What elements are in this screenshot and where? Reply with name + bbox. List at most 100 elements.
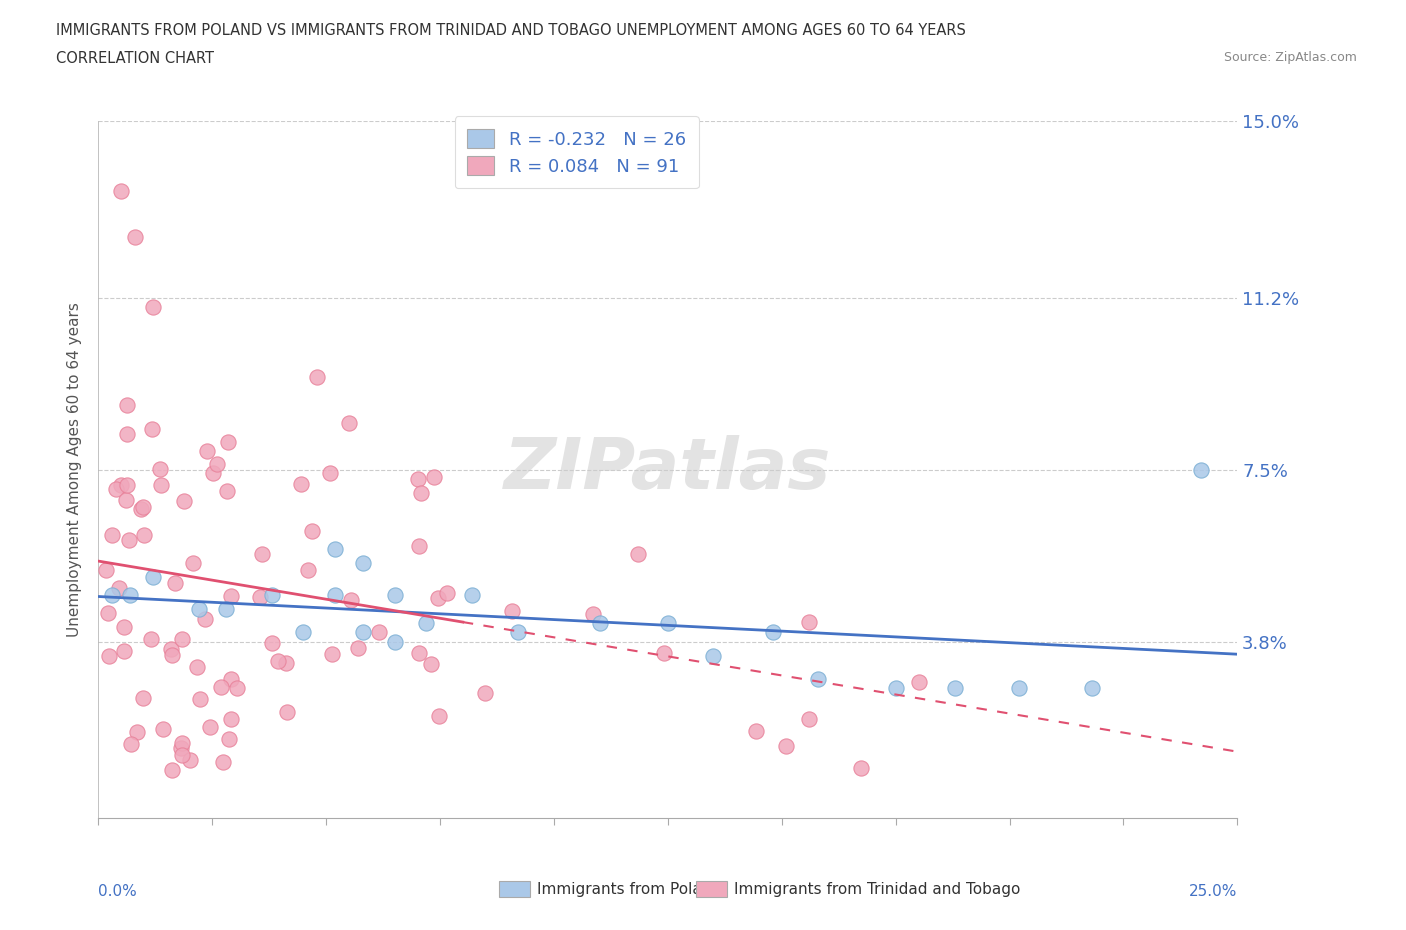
Y-axis label: Unemployment Among Ages 60 to 64 years: Unemployment Among Ages 60 to 64 years [67, 302, 83, 637]
Point [120, 737, 142, 751]
Point [943, 681, 966, 696]
Point [98, 649, 121, 664]
Point [170, 736, 193, 751]
Point [384, 634, 406, 649]
Point [908, 674, 931, 689]
Point [218, 732, 240, 747]
Point [127, 724, 149, 739]
Point [186, 660, 208, 675]
Point [652, 645, 675, 660]
Point [323, 541, 346, 556]
Point [340, 592, 363, 607]
Point [274, 656, 297, 671]
Point [762, 625, 785, 640]
Point [152, 722, 174, 737]
Text: Immigrants from Trinidad and Tobago: Immigrants from Trinidad and Tobago [734, 882, 1021, 897]
Point [162, 763, 184, 777]
Point [323, 588, 346, 603]
Point [219, 712, 242, 727]
Point [108, 580, 131, 595]
Point [290, 477, 312, 492]
Point [368, 625, 391, 640]
Text: Immigrants from Poland: Immigrants from Poland [537, 882, 721, 897]
Point [101, 588, 124, 603]
Point [183, 555, 205, 570]
Point [266, 654, 288, 669]
Point [775, 738, 797, 753]
Point [173, 493, 195, 508]
Point [100, 527, 122, 542]
Point [474, 685, 496, 700]
Point [212, 755, 235, 770]
Point [406, 472, 429, 486]
Point [198, 720, 221, 735]
Point [170, 748, 193, 763]
Point [627, 547, 650, 562]
Point [172, 631, 194, 646]
Text: IMMIGRANTS FROM POLAND VS IMMIGRANTS FROM TRINIDAD AND TOBAGO UNEMPLOYMENT AMONG: IMMIGRANTS FROM POLAND VS IMMIGRANTS FRO… [56, 23, 966, 38]
Point [352, 625, 374, 640]
Point [506, 625, 529, 640]
Point [797, 711, 820, 726]
Point [134, 527, 156, 542]
Text: CORRELATION CHART: CORRELATION CHART [56, 51, 214, 66]
Point [110, 477, 132, 492]
Point [104, 482, 127, 497]
Point [201, 466, 224, 481]
Point [408, 645, 430, 660]
Point [207, 457, 229, 472]
Point [582, 607, 605, 622]
Point [436, 585, 458, 600]
Point [187, 602, 209, 617]
Point [132, 499, 155, 514]
Point [884, 681, 907, 696]
Point [209, 679, 232, 694]
Point [188, 692, 211, 707]
Point [461, 588, 484, 603]
Point [1080, 681, 1102, 696]
Point [307, 369, 329, 384]
Point [225, 681, 247, 696]
Text: 25.0%: 25.0% [1189, 884, 1237, 898]
Point [115, 477, 138, 492]
Point [149, 461, 172, 476]
Point [110, 183, 132, 198]
Point [427, 591, 450, 605]
Point [141, 421, 163, 436]
Point [112, 644, 135, 658]
Point [131, 501, 153, 516]
Point [260, 588, 283, 603]
Point [321, 646, 343, 661]
Point [195, 444, 218, 458]
Point [501, 604, 523, 618]
Point [124, 230, 146, 245]
Point [1007, 681, 1029, 696]
Point [132, 691, 155, 706]
Point [142, 299, 165, 314]
Point [352, 555, 374, 570]
Point [96, 605, 118, 620]
Point [219, 589, 242, 604]
Text: 0.0%: 0.0% [98, 884, 138, 898]
Point [347, 641, 370, 656]
Text: ZIPatlas: ZIPatlas [505, 435, 831, 504]
Point [1189, 462, 1212, 477]
Point [194, 612, 217, 627]
Point [384, 588, 406, 603]
Point [588, 616, 610, 631]
Point [297, 562, 319, 577]
Text: Source: ZipAtlas.com: Source: ZipAtlas.com [1223, 51, 1357, 64]
Point [252, 546, 274, 561]
Point [150, 478, 173, 493]
Point [337, 416, 360, 431]
Point [170, 741, 193, 756]
Point [118, 533, 141, 548]
Point [249, 590, 271, 604]
Point [415, 616, 437, 631]
Point [217, 484, 239, 498]
Point [420, 657, 443, 671]
Point [702, 648, 724, 663]
Point [799, 615, 821, 630]
Point [849, 761, 872, 776]
Point [217, 434, 239, 449]
